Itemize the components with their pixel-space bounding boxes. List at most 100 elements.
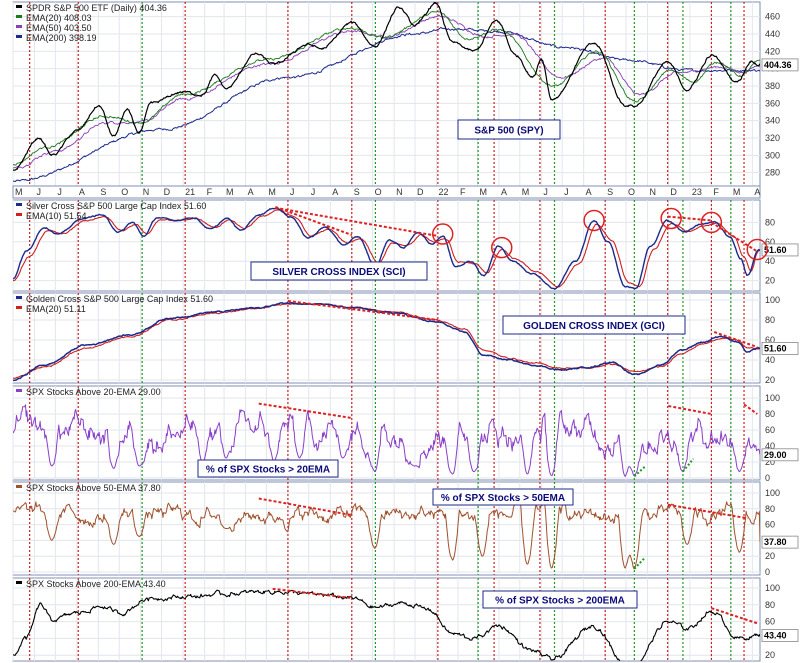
y-tick-label: 20 bbox=[765, 650, 775, 660]
legend-swatch bbox=[16, 296, 22, 299]
legend-entry: EMA(200) 398.19 bbox=[26, 33, 97, 43]
x-tick-label: F bbox=[207, 187, 213, 197]
x-tick-label: 23 bbox=[692, 187, 702, 197]
legend-swatch bbox=[16, 213, 22, 216]
x-tick-label: N bbox=[143, 187, 150, 197]
last-value-label: 51.60 bbox=[764, 343, 787, 353]
trendline bbox=[713, 331, 758, 348]
series-group bbox=[13, 302, 760, 382]
annotation-box bbox=[502, 315, 686, 335]
x-tick-label: J bbox=[564, 187, 569, 197]
y-tick-label: 280 bbox=[765, 168, 780, 178]
legend-swatch bbox=[16, 203, 22, 206]
annotation-box bbox=[482, 590, 638, 609]
last-value-label: 37.80 bbox=[764, 537, 787, 547]
series-group bbox=[13, 589, 760, 661]
y-tick-label: 40 bbox=[765, 441, 775, 451]
x-tick-label: N bbox=[650, 187, 657, 197]
y-tick-label: 60 bbox=[765, 425, 775, 435]
x-tick-label: A bbox=[501, 187, 507, 197]
x-tick-label: O bbox=[121, 187, 128, 197]
x-tick-label: N bbox=[396, 187, 403, 197]
annotation-box bbox=[457, 119, 561, 140]
x-tick-label: J bbox=[290, 187, 295, 197]
x-tick-label: D bbox=[417, 187, 424, 197]
legend-entry: Silver Cross S&P 500 Large Cap Index 51.… bbox=[26, 201, 206, 211]
legend-entry: Golden Cross S&P 500 Large Cap Index 51.… bbox=[26, 294, 213, 304]
annotation-box bbox=[250, 261, 428, 281]
x-tick-label: A bbox=[332, 187, 338, 197]
x-tick-label: A bbox=[79, 187, 85, 197]
y-tick-label: 340 bbox=[765, 116, 780, 126]
x-tick-label: J bbox=[57, 187, 62, 197]
annotation-label: % of SPX Stocks > 50EMA bbox=[441, 493, 565, 504]
y-tick-label: 360 bbox=[765, 98, 780, 108]
x-tick-label: A bbox=[586, 187, 592, 197]
y-tick-label: 100 bbox=[765, 295, 780, 305]
x-tick-label: M bbox=[479, 187, 487, 197]
x-tick-label: 22 bbox=[438, 187, 448, 197]
legend-swatch bbox=[16, 581, 22, 584]
last-value-label: 404.36 bbox=[764, 60, 792, 70]
y-tick-label: 60 bbox=[765, 335, 775, 345]
legend-swatch bbox=[16, 389, 22, 392]
y-tick-label: 100 bbox=[765, 583, 780, 593]
panel-sci: 20 40 60 80 Silver Cross S&P 500 Large Cap I… bbox=[12, 199, 799, 292]
legend-entry: SPDR S&P 500 ETF (Daily) 404.36 bbox=[26, 3, 167, 13]
legend-entry: EMA(10) 51.54 bbox=[26, 211, 87, 221]
y-tick-label: 460 bbox=[765, 12, 780, 22]
highlight-circle bbox=[490, 236, 513, 259]
legend-entry: EMA(20) 51.11 bbox=[26, 304, 86, 314]
x-tick-label: S bbox=[607, 187, 613, 197]
annotation-box bbox=[432, 488, 574, 506]
highlight-circle bbox=[431, 223, 454, 245]
trendline bbox=[668, 503, 748, 520]
x-tick-label: A bbox=[248, 187, 254, 197]
series-line-spy-2 bbox=[13, 14, 760, 169]
trendline bbox=[275, 206, 439, 237]
y-tick-label: 20 bbox=[765, 551, 775, 561]
x-tick-label: O bbox=[628, 187, 635, 197]
highlight-circle bbox=[660, 207, 682, 230]
annotation-label: % of SPX Stocks > 200EMA bbox=[495, 596, 625, 607]
y-tick-label: 380 bbox=[765, 81, 780, 91]
last-value-label: 51.60 bbox=[764, 245, 787, 255]
x-tick-label: S bbox=[354, 187, 360, 197]
last-value-tag bbox=[761, 448, 799, 462]
x-tick-label: M bbox=[268, 187, 276, 197]
x-tick-label: M bbox=[522, 187, 530, 197]
y-tick-label: 80 bbox=[765, 600, 775, 610]
highlight-circle bbox=[700, 211, 723, 234]
legend-swatch bbox=[16, 485, 22, 488]
x-tick-label: M bbox=[733, 187, 741, 197]
y-tick-label: 80 bbox=[765, 217, 775, 227]
legend-swatch bbox=[16, 306, 22, 309]
x-tick-label: 21 bbox=[185, 187, 195, 197]
series-group bbox=[13, 2, 760, 182]
annotation-label: GOLDEN CROSS INDEX (GCI) bbox=[523, 321, 665, 332]
x-tick-label: F bbox=[460, 187, 466, 197]
series-line-spy-1 bbox=[13, 11, 760, 166]
y-tick-label: 40 bbox=[765, 256, 775, 266]
last-value-label: 43.40 bbox=[764, 631, 787, 641]
y-tick-label: 0 bbox=[765, 567, 770, 577]
x-axis-strip bbox=[12, 185, 761, 199]
x-tick-label: J bbox=[311, 187, 316, 197]
series-line-gci-0 bbox=[13, 302, 760, 382]
x-tick-label: D bbox=[164, 187, 171, 197]
legend-swatch bbox=[16, 15, 22, 18]
y-tick-label: 40 bbox=[765, 355, 775, 365]
trendline bbox=[743, 403, 758, 415]
panel-frame bbox=[12, 481, 761, 576]
annotation-box bbox=[197, 459, 339, 478]
legend-entry: SPX Stocks Above 20-EMA 29.00 bbox=[26, 387, 161, 397]
y-tick-label: 0 bbox=[765, 473, 770, 483]
y-tick-label: 420 bbox=[765, 46, 780, 56]
trendline bbox=[272, 587, 352, 600]
highlight-circle bbox=[746, 238, 768, 261]
y-tick-label: 100 bbox=[765, 488, 780, 498]
legend-entry: EMA(20) 408.03 bbox=[26, 13, 92, 23]
y-tick-label: 20 bbox=[765, 276, 775, 286]
green-arrow bbox=[633, 557, 646, 570]
